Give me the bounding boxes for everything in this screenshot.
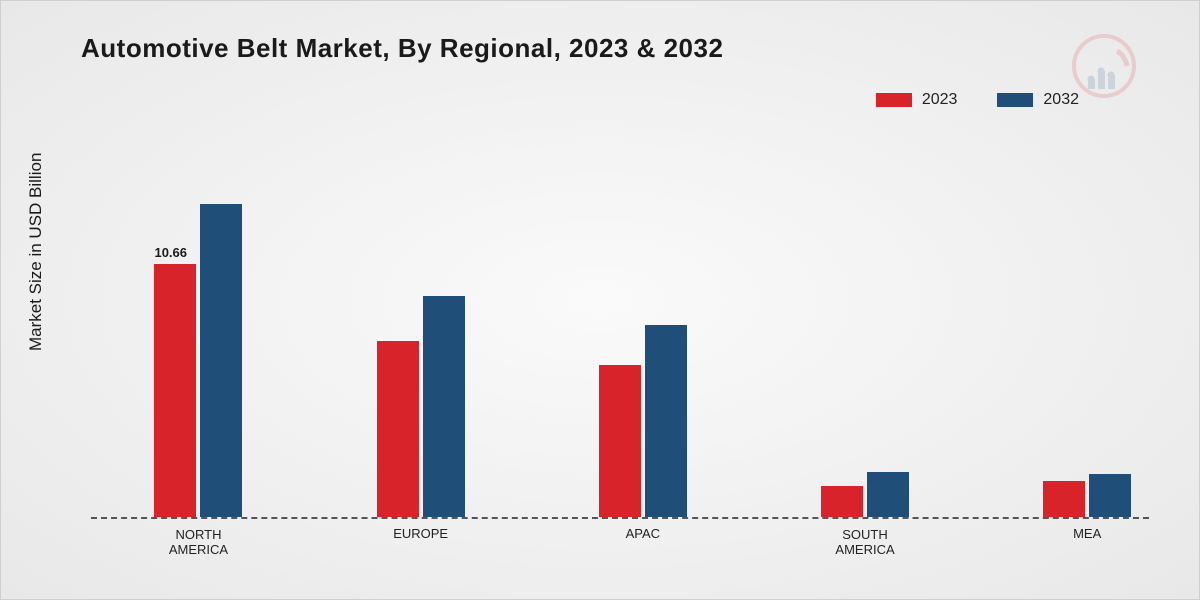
watermark-logo [1069,31,1139,101]
bar-group: MEA [1043,474,1131,517]
legend-swatch-2023 [876,93,912,107]
chart-title: Automotive Belt Market, By Regional, 202… [81,33,723,64]
bar [200,204,242,518]
bar [867,472,909,517]
y-axis-label: Market Size in USD Billion [26,153,46,351]
bar-group: SOUTHAMERICA [821,472,909,517]
bar-group: APAC [599,325,687,517]
bar [423,296,465,517]
chart-area: NORTHAMERICA10.66 EUROPE APAC SOUTHAMERICA M… [91,141,1149,519]
bar [1089,474,1131,517]
bar-group: EUROPE [377,296,465,517]
legend: 2023 2032 [876,91,1079,109]
data-label: 10.66 [154,245,187,260]
legend-item-2023: 2023 [876,91,958,109]
x-axis-label: SOUTHAMERICA [835,527,894,557]
bar [154,264,196,517]
x-axis-label: EUROPE [393,526,448,541]
x-axis-label: APAC [626,526,660,541]
chart-container: Automotive Belt Market, By Regional, 202… [0,0,1200,600]
x-axis-label: NORTHAMERICA [169,527,228,557]
bar [599,365,641,517]
legend-label-2023: 2023 [922,91,958,109]
legend-item-2032: 2032 [997,91,1079,109]
bar [377,341,419,517]
legend-swatch-2032 [997,93,1033,107]
bar [821,486,863,517]
x-axis-label: MEA [1073,526,1101,541]
bar-group: NORTHAMERICA10.66 [154,204,242,518]
bar [645,325,687,517]
legend-label-2032: 2032 [1043,91,1079,109]
bar [1043,481,1085,517]
